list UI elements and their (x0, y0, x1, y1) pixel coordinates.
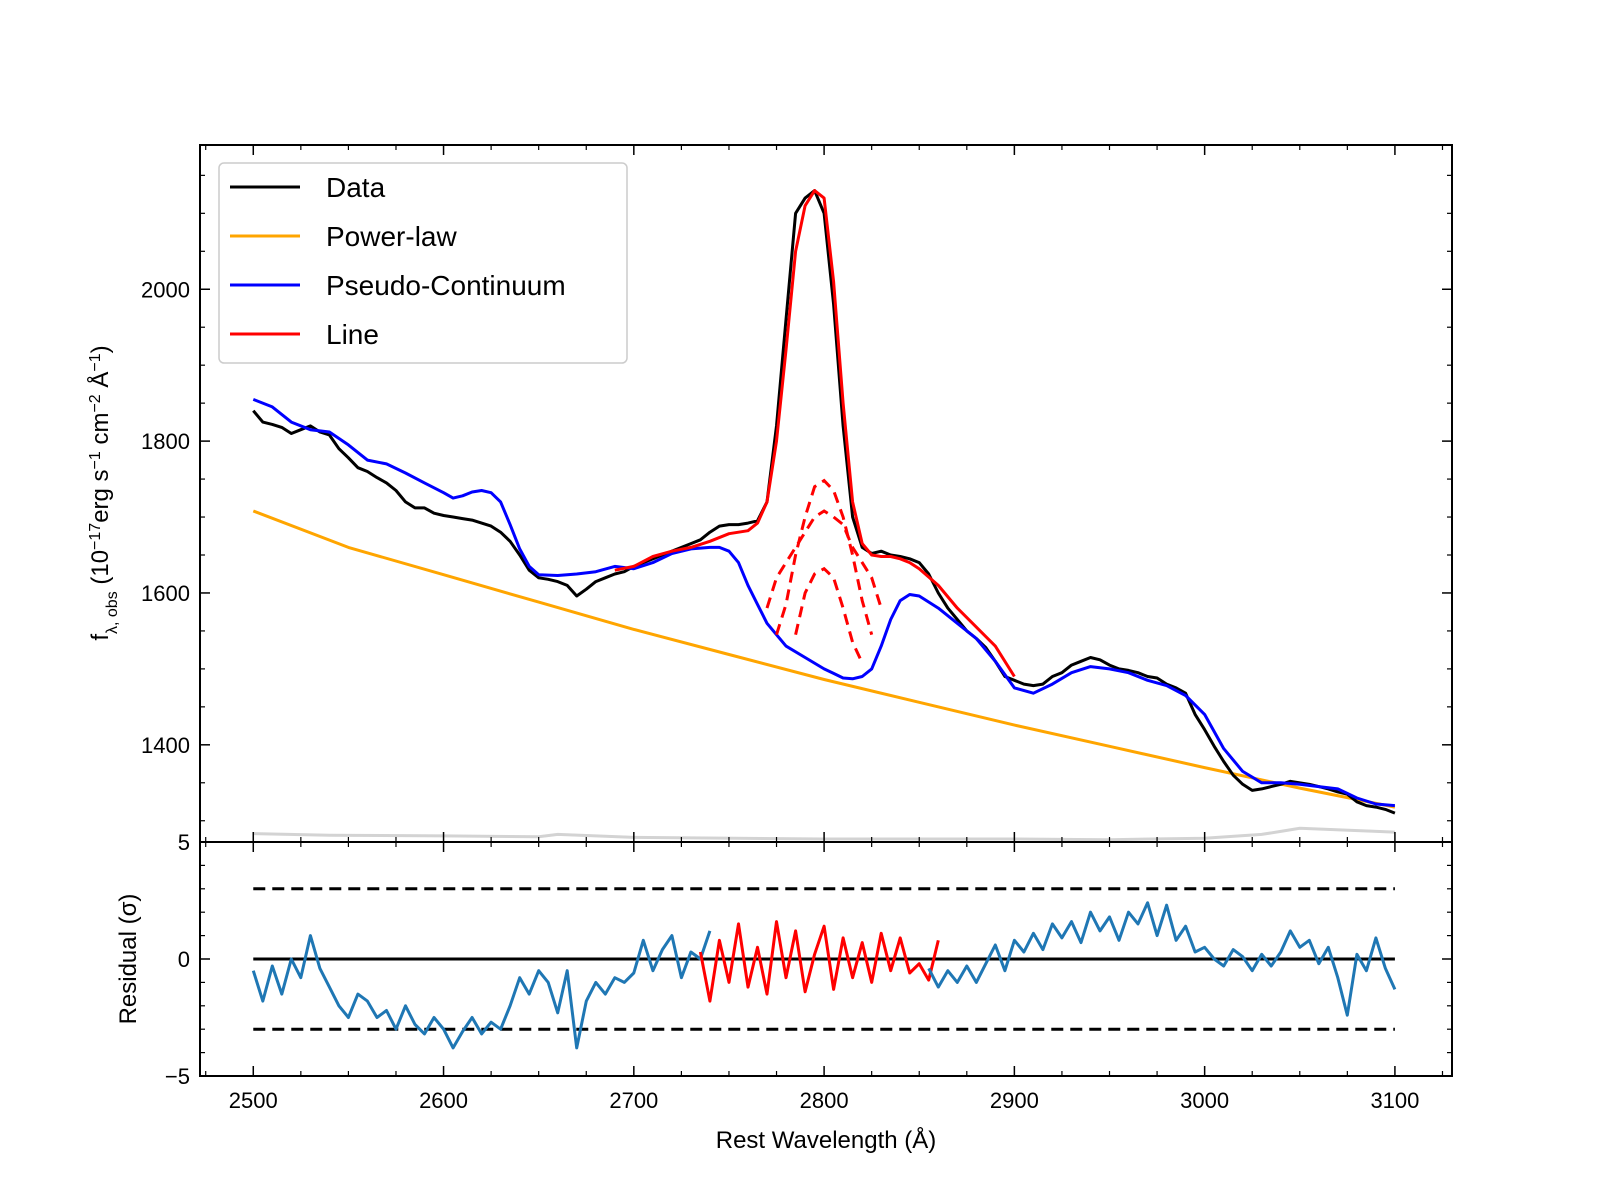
legend-item-line: Line (230, 319, 379, 350)
xtick-label: 2900 (990, 1088, 1039, 1113)
x-axis-tick-labels: 2500 2600 2700 2800 2900 3000 3100 (229, 1088, 1420, 1113)
series-power-law (252, 509, 1396, 809)
bottom-panel-ytick-labels: −5 0 5 (165, 830, 190, 1089)
residual-series-2 (698, 920, 940, 1003)
bottom-panel-ticks (200, 841, 1452, 1077)
top-ytick-label: 2000 (141, 277, 190, 302)
residual-series-1 (251, 930, 712, 1050)
xtick-label: 3000 (1180, 1088, 1229, 1113)
bottom-y-axis-label: Residual (σ) (115, 894, 142, 1025)
legend-box (218, 162, 628, 364)
top-ytick-label: 1600 (141, 581, 190, 606)
line-component-3 (765, 509, 883, 609)
bottom-ytick-label: 0 (178, 947, 190, 972)
line-component-1 (775, 478, 874, 636)
series-line (614, 189, 1016, 678)
legend-label-pseudo-continuum: Pseudo-Continuum (326, 270, 566, 301)
line-component-2 (794, 566, 864, 664)
top-panel-ytick-labels: 1400 1600 1800 2000 (141, 277, 190, 758)
legend-item-power-law: Power-law (230, 221, 457, 252)
series-pseudo-continuum (252, 398, 1396, 808)
legend-item-pseudo-continuum: Pseudo-Continuum (230, 270, 566, 301)
xtick-label: 2800 (800, 1088, 849, 1113)
top-panel-plot-area (252, 189, 1396, 842)
xtick-label: 2500 (229, 1088, 278, 1113)
legend-label-data: Data (326, 172, 386, 203)
legend-item-data: Data (230, 172, 386, 203)
x-axis-label: Rest Wavelength (Å) (716, 1126, 937, 1154)
bottom-ytick-label: −5 (165, 1064, 190, 1089)
series-data (252, 189, 1396, 815)
top-ytick-label: 1400 (141, 733, 190, 758)
xtick-label: 2600 (419, 1088, 468, 1113)
residual-series-3 (927, 901, 1397, 1017)
bottom-panel: −5 0 5 2500 2600 2700 2800 2900 3000 3100 Residu… (115, 830, 1453, 1154)
top-ytick-label: 1800 (141, 429, 190, 454)
bottom-ytick-label: 5 (178, 830, 190, 855)
top-panel: 1400 1600 1800 2000 fλ, obs (10−17erg s−1 c… (86, 144, 1453, 843)
xtick-label: 2700 (609, 1088, 658, 1113)
legend: Data Power-law Pseudo-Continuum Line (218, 162, 628, 364)
top-y-axis-label: fλ, obs (10−17erg s−1 cm−2 Å−1) (86, 345, 121, 640)
legend-label-power-law: Power-law (326, 221, 457, 252)
legend-label-line: Line (326, 319, 379, 350)
xtick-label: 3100 (1370, 1088, 1419, 1113)
bottom-panel-plot-area (251, 887, 1397, 1050)
